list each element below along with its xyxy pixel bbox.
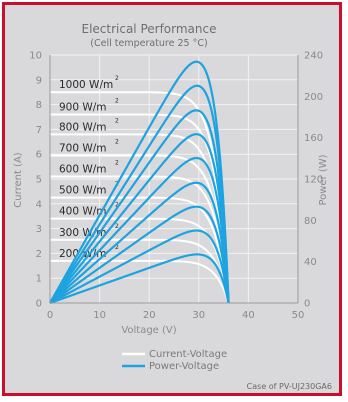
pv-curve-300: [49, 229, 230, 304]
y-tick-label-left: 5: [36, 175, 42, 186]
irradiance-exponent-1000: 2: [115, 75, 119, 82]
irradiance-exponent-800: 2: [115, 117, 119, 124]
power-voltage-curves: [49, 60, 230, 305]
iv-curve-800: [50, 133, 230, 304]
y-tick-label-right: 40: [304, 257, 317, 268]
legend: Current-Voltage Power-Voltage: [122, 349, 227, 372]
legend-label-power: Power-Voltage: [149, 361, 219, 372]
axes: [49, 55, 299, 304]
irradiance-exponent-600: 2: [115, 160, 119, 167]
irradiance-label-600: 600 W/m: [59, 164, 107, 176]
y-tick-label-left: 2: [36, 249, 42, 260]
caption: Case of PV-UJ230GA6: [247, 382, 332, 391]
irradiance-label-300: 300 W/m: [59, 227, 107, 239]
y-axis-title-right: Power (W): [318, 154, 329, 205]
pv-curve-400: [49, 205, 230, 304]
pv-curve-500: [49, 181, 230, 304]
y-tick-label-left: 10: [29, 51, 42, 62]
grid: [50, 54, 299, 303]
x-tick-label: 20: [143, 310, 156, 321]
y-tick-label-left: 1: [36, 274, 42, 285]
chart-subtitle: (Cell temperature 25 °C): [90, 38, 207, 49]
pv-curve-700: [49, 133, 230, 304]
pv-curve-800: [49, 109, 230, 304]
pv-curve-200: [49, 253, 230, 305]
x-tick-label: 10: [93, 310, 106, 321]
x-axis-title: Voltage (V): [121, 325, 176, 336]
irradiance-label-500: 500 W/m: [59, 185, 107, 197]
chart-panel: Electrical Performance (Cell temperature…: [2, 2, 342, 396]
irradiance-exponent-300: 2: [115, 223, 119, 230]
y-tick-label-left: 8: [36, 100, 42, 111]
chart-title: Electrical Performance: [81, 22, 216, 36]
y-tick-label-right: 240: [304, 51, 323, 62]
pv-curve-1000: [49, 60, 230, 304]
irradiance-exponent-400: 2: [115, 202, 119, 209]
x-tick-label: 30: [192, 310, 205, 321]
irradiance-label-700: 700 W/m: [59, 142, 107, 154]
pv-curve-600: [49, 156, 230, 304]
irradiance-exponent-700: 2: [115, 138, 119, 145]
x-tick-label: 0: [47, 310, 53, 321]
pv-curve-900: [49, 84, 230, 304]
y-tick-label-right: 200: [304, 92, 323, 103]
iv-curve-700: [50, 154, 230, 304]
legend-label-current: Current-Voltage: [149, 349, 227, 360]
x-tick-label: 50: [292, 310, 305, 321]
irradiance-label-800: 800 W/m: [59, 121, 107, 133]
iv-curve-400: [50, 217, 230, 304]
irradiance-exponent-900: 2: [115, 98, 119, 105]
irradiance-label-1000: 1000 W/m: [59, 79, 113, 91]
y-tick-label-right: 160: [304, 133, 323, 144]
chart-svg: Electrical Performance (Cell temperature…: [13, 22, 332, 391]
y-tick-label-left: 0: [36, 299, 42, 310]
irradiance-label-900: 900 W/m: [59, 102, 107, 114]
iv-curve-900: [50, 113, 230, 304]
y-tick-label-right: 0: [304, 299, 310, 310]
irradiance-exponent-200: 2: [115, 244, 119, 251]
iv-curve-200: [50, 259, 230, 304]
y-tick-label-left: 4: [36, 199, 42, 210]
y-tick-label-right: 80: [304, 216, 317, 227]
y-axis-title-left: Current (A): [13, 152, 24, 207]
y-tick-label-left: 3: [36, 224, 42, 235]
y-tick-label-left: 7: [36, 125, 42, 136]
y-tick-label-left: 6: [36, 150, 42, 161]
irradiance-label-400: 400 W/m: [59, 206, 107, 218]
y-tick-label-left: 9: [36, 75, 42, 86]
y-tick-label-right: 120: [304, 175, 323, 186]
x-tick-label: 40: [242, 310, 255, 321]
